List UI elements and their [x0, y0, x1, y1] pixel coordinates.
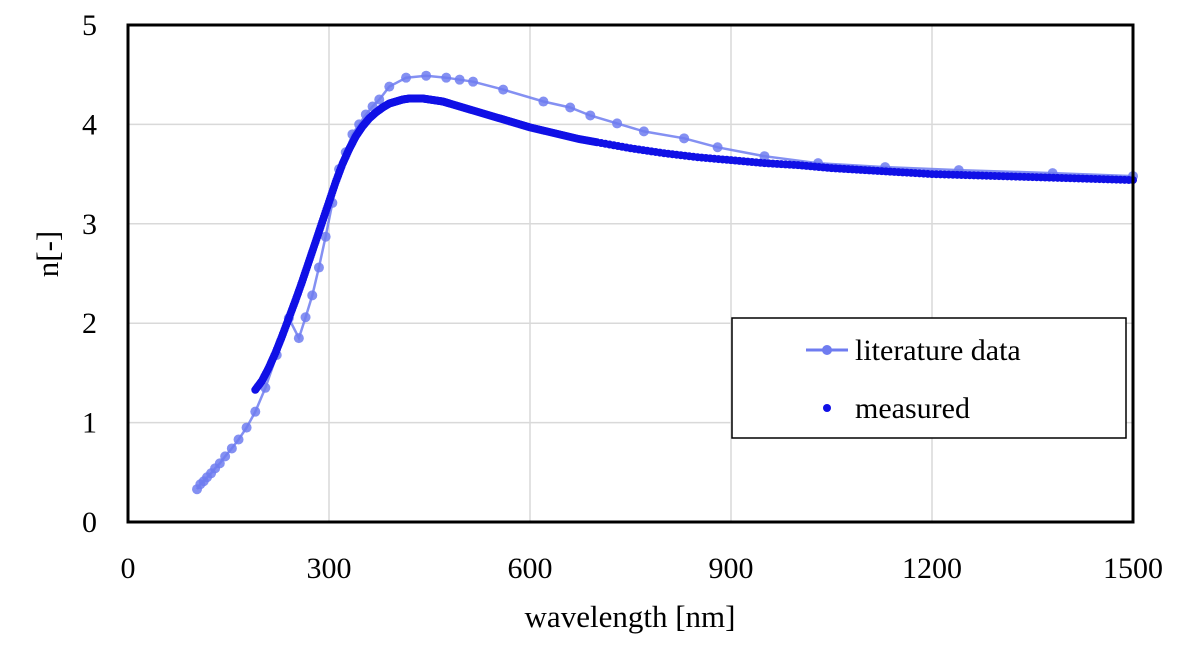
- literature-point: [454, 74, 465, 85]
- y-tick-label: 3: [82, 208, 97, 241]
- legend-box: [731, 317, 1127, 439]
- literature-point: [384, 81, 395, 92]
- literature-point: [250, 406, 261, 417]
- literature-point: [320, 231, 331, 242]
- literature-point: [233, 434, 244, 445]
- literature-point: [679, 133, 690, 144]
- literature-point: [313, 262, 324, 273]
- legend-marker-literature: [822, 345, 832, 355]
- literature-point: [612, 118, 623, 129]
- literature-point: [220, 451, 231, 462]
- plot-frame: [126, 23, 1135, 524]
- y-tick-label: 0: [82, 506, 97, 539]
- literature-point: [759, 151, 770, 162]
- literature-point: [538, 96, 549, 107]
- literature-point: [441, 72, 452, 83]
- x-tick-label: 1200: [902, 552, 962, 585]
- x-tick-label: 0: [121, 552, 136, 585]
- literature-point: [293, 333, 304, 344]
- x-axis-title: wavelength [nm]: [525, 599, 736, 634]
- literature-point: [401, 72, 412, 83]
- literature-point: [421, 70, 432, 81]
- x-tick-label: 900: [709, 552, 754, 585]
- legend: literature data measured: [731, 317, 1127, 439]
- x-tick-label: 600: [508, 552, 553, 585]
- series-measured: [251, 94, 1137, 394]
- y-tick-label: 1: [82, 407, 97, 440]
- literature-point: [374, 94, 385, 105]
- literature-point: [468, 76, 479, 87]
- y-tick-label: 5: [82, 9, 97, 42]
- legend-label-measured: measured: [855, 392, 970, 425]
- literature-point: [241, 422, 252, 433]
- literature-point: [565, 102, 576, 113]
- y-tick-label: 4: [82, 108, 97, 141]
- x-tick-labels: 0 300 600 900 1200 1500: [121, 552, 1164, 585]
- legend-marker-measured: [823, 404, 831, 412]
- literature-point: [307, 290, 318, 301]
- literature-point: [226, 443, 237, 454]
- literature-point: [214, 458, 225, 469]
- literature-point: [300, 312, 311, 323]
- literature-point: [498, 84, 509, 95]
- y-axis-title: n[-]: [30, 231, 65, 277]
- y-tick-labels: 0 1 2 3 4 5: [82, 9, 97, 539]
- legend-label-literature: literature data: [855, 334, 1021, 367]
- x-tick-label: 300: [307, 552, 352, 585]
- grid: [128, 25, 1133, 522]
- literature-point: [638, 126, 649, 137]
- literature-point: [585, 110, 596, 121]
- literature-point: [712, 142, 723, 153]
- series-layer: [192, 70, 1138, 495]
- y-tick-label: 2: [82, 307, 97, 340]
- x-tick-label: 1500: [1103, 552, 1163, 585]
